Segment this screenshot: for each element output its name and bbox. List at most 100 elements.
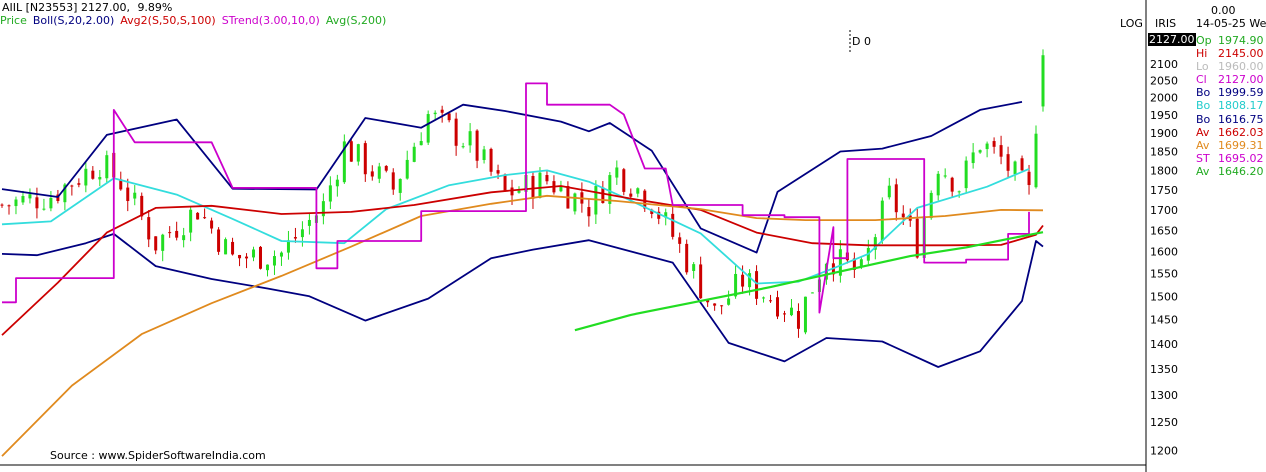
candle-up [28,194,32,199]
candle-down [196,212,200,220]
info-key: Bo [1196,86,1211,100]
candle-down [657,211,661,219]
candle-up [307,219,311,226]
info-key: Cl [1196,73,1207,87]
y-tick-label: 1800 [1150,164,1178,177]
lower-band-line [1,232,1044,368]
price-axis: 1200 1250 1300 1350 1400 1450 1500 1550 1600 1650… [1150,58,1178,457]
info-row: Av 1699.31 [1196,139,1264,152]
legend-item[interactable]: Avg(S,200) [325,14,387,27]
candle-down [1006,154,1010,171]
candle-down [140,195,144,217]
candle-down [894,184,898,213]
candle-up [433,112,437,115]
candle-up [252,249,256,258]
candle-down [370,171,374,177]
candle-up [461,146,465,148]
legend-item[interactable]: Price [0,14,27,27]
info-row: Bo 1999.59 [1196,86,1264,99]
candle-up [98,177,102,180]
candle-up [517,190,521,193]
candle-down [1020,158,1024,171]
candle-up [803,296,807,333]
candle-down [776,297,780,317]
avg200-line [574,231,1044,332]
candle-up [538,172,542,198]
legend-item[interactable]: STrend(3.00,10,0) [221,14,320,27]
info-row: Op 1974.90 [1196,34,1264,47]
candle-up [971,152,975,164]
y-tick-label: 2050 [1150,75,1178,88]
strend-line [2,82,1030,314]
info-key: Av [1196,138,1210,152]
y-tick-label: 1450 [1150,314,1178,327]
candle-down [685,243,689,273]
candle-down [119,179,123,190]
legend-item[interactable]: Boll(S,20,2.00) [32,14,115,27]
candle-down [496,170,500,174]
candle-down [210,220,214,229]
top-value: 0.00 [1211,4,1236,17]
candle-down [447,113,451,121]
candle-down [950,177,954,192]
candle-down [384,165,388,171]
candle-up [405,159,409,179]
candle-up [265,264,269,271]
candle-down [510,187,514,196]
y-tick-label: 1250 [1150,416,1178,429]
candle-up [398,178,402,193]
info-value: 1808.17 [1218,99,1264,113]
candle-up [859,259,863,268]
symbol-label: AIIL [N23553] [2,1,78,14]
candle-up [748,273,752,288]
candle-down [475,130,479,161]
candle-down [1027,171,1031,186]
candle-down [349,141,353,162]
candle-up [1013,161,1017,175]
candlestick-series [0,49,1045,338]
candle-down [992,141,996,147]
candle-up [189,209,193,233]
candle-up [426,114,430,143]
candle-up [224,239,228,255]
info-row: ST 1695.02 [1196,152,1264,165]
candle-up [279,252,283,257]
candle-down [622,169,626,192]
y-tick-label: 2100 [1150,58,1178,71]
candle-down [70,185,74,187]
y-tick-label: 1600 [1150,246,1178,259]
candle-down [126,187,130,202]
candle-down [531,175,535,199]
y-tick-label: 1400 [1150,338,1178,351]
log-scale-toggle[interactable]: LOG [1120,17,1143,30]
candle-down [782,313,786,315]
info-value: 1695.02 [1218,151,1264,165]
info-key: Av [1196,164,1210,178]
candle-up [1034,133,1038,188]
candle-up [727,298,731,305]
candle-up [664,212,668,218]
y-tick-label: 1750 [1150,184,1178,197]
info-value: 1999.59 [1218,86,1264,100]
source-label: Source : www.SpiderSoftwareIndia.com [50,449,266,462]
candle-up [929,192,933,219]
indicator-lines [1,82,1044,457]
candle-down [915,218,919,258]
y-tick-label: 1650 [1150,225,1178,238]
legend-item[interactable]: Avg2(S,50,S,100) [120,14,216,27]
candle-up [133,192,137,199]
candle-up [49,197,53,209]
candle-up [838,249,842,276]
candle-up [1041,55,1045,107]
candle-down [741,274,745,287]
y-tick-label: 1900 [1150,127,1178,140]
candle-up [692,264,696,271]
candle-down [671,213,675,237]
candle-down [391,172,395,190]
candle-down [91,170,95,179]
candle-up [789,307,793,316]
candle-down [0,204,4,206]
candle-up [328,185,332,202]
candle-up [936,173,940,196]
candle-up [734,273,738,297]
